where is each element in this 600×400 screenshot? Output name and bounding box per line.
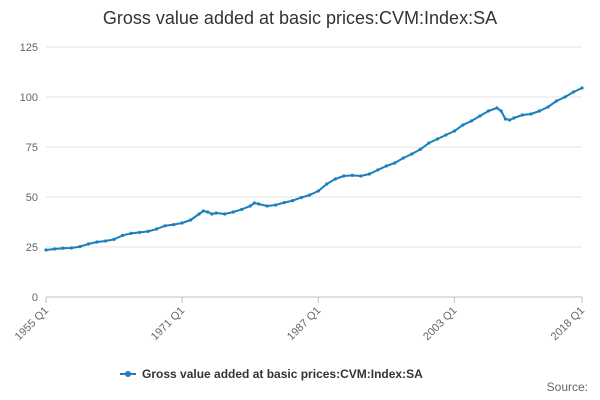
data-point[interactable] <box>231 210 235 214</box>
data-point[interactable] <box>197 212 201 216</box>
y-tick-label: 75 <box>26 142 38 154</box>
data-point[interactable] <box>537 109 542 113</box>
data-point[interactable] <box>461 123 465 127</box>
legend[interactable]: Gross value added at basic prices:CVM:In… <box>120 367 423 381</box>
data-point[interactable] <box>393 161 397 165</box>
data-point[interactable] <box>520 113 525 117</box>
data-point[interactable] <box>469 119 473 123</box>
data-point[interactable] <box>299 196 303 200</box>
data-point[interactable] <box>546 105 550 109</box>
data-point[interactable] <box>478 114 482 118</box>
data-point[interactable] <box>435 137 439 141</box>
data-point[interactable] <box>308 193 312 197</box>
data-point[interactable] <box>384 164 388 168</box>
series-layer <box>44 86 584 252</box>
data-point[interactable] <box>155 227 159 231</box>
data-point[interactable] <box>580 86 584 90</box>
data-point[interactable] <box>367 172 371 176</box>
y-tick-label: 100 <box>20 92 38 104</box>
data-point[interactable] <box>86 242 91 246</box>
data-point[interactable] <box>189 218 193 222</box>
data-point[interactable] <box>376 168 380 172</box>
data-point[interactable] <box>121 233 125 237</box>
data-point[interactable] <box>350 173 354 177</box>
chart-title: Gross value added at basic prices:CVM:In… <box>102 8 498 28</box>
data-point[interactable] <box>554 99 559 103</box>
data-point[interactable] <box>252 201 256 205</box>
data-point[interactable] <box>112 237 116 241</box>
data-point[interactable] <box>427 141 431 145</box>
data-point[interactable] <box>146 229 150 233</box>
x-tick-label: 1987 Q1 <box>285 305 323 343</box>
data-point[interactable] <box>512 116 516 120</box>
data-point[interactable] <box>172 223 176 227</box>
data-point[interactable] <box>444 133 448 137</box>
data-point[interactable] <box>206 210 210 214</box>
data-point[interactable] <box>486 109 490 113</box>
data-point[interactable] <box>282 201 286 205</box>
y-tick-label: 125 <box>20 42 38 54</box>
data-point[interactable] <box>495 106 499 110</box>
data-point[interactable] <box>401 156 405 160</box>
data-point[interactable] <box>325 182 329 186</box>
data-point[interactable] <box>410 152 414 156</box>
x-tick-label: 1955 Q1 <box>13 305 51 343</box>
legend-dot-marker <box>125 371 131 377</box>
data-point[interactable] <box>529 112 533 116</box>
data-point[interactable] <box>78 245 82 249</box>
x-tick-label: 2003 Q1 <box>421 305 459 343</box>
y-tick-label: 25 <box>26 242 38 254</box>
data-point[interactable] <box>359 174 363 178</box>
legend-label: Gross value added at basic prices:CVM:In… <box>142 367 423 381</box>
data-point[interactable] <box>452 129 456 133</box>
grid-lines <box>46 46 582 248</box>
data-point[interactable] <box>274 203 278 207</box>
data-point[interactable] <box>503 117 507 121</box>
y-tick-label: 0 <box>32 292 38 304</box>
data-point[interactable] <box>52 247 57 251</box>
x-tick-label: 1971 Q1 <box>149 305 187 343</box>
data-point[interactable] <box>223 212 227 216</box>
data-point[interactable] <box>61 246 65 250</box>
data-point[interactable] <box>265 204 269 208</box>
data-point[interactable] <box>163 224 167 228</box>
source-label: Source: <box>546 380 588 394</box>
data-point[interactable] <box>342 174 346 178</box>
data-point[interactable] <box>210 212 214 216</box>
data-point[interactable] <box>563 95 567 99</box>
data-point[interactable] <box>248 204 252 208</box>
data-point[interactable] <box>240 207 244 211</box>
data-point[interactable] <box>180 221 184 225</box>
y-tick-label: 50 <box>26 192 38 204</box>
x-tick-label: 2018 Q1 <box>549 305 587 343</box>
data-point[interactable] <box>104 239 108 243</box>
data-point[interactable] <box>44 248 48 252</box>
data-point[interactable] <box>571 90 576 94</box>
data-point[interactable] <box>214 211 218 215</box>
data-point[interactable] <box>333 177 337 181</box>
data-point[interactable] <box>257 202 261 206</box>
data-point[interactable] <box>316 189 320 193</box>
data-point[interactable] <box>508 118 512 122</box>
data-point[interactable] <box>499 109 503 113</box>
data-point[interactable] <box>129 231 133 235</box>
axes: 0 25 50 75 100 125 1955 Q1 1971 Q1 1987 Q1 2003 Q… <box>13 42 587 343</box>
data-point[interactable] <box>418 147 422 151</box>
data-point[interactable] <box>201 209 205 213</box>
data-point[interactable] <box>69 246 74 250</box>
data-point[interactable] <box>291 199 295 203</box>
data-point[interactable] <box>138 230 142 234</box>
data-point[interactable] <box>95 240 99 244</box>
